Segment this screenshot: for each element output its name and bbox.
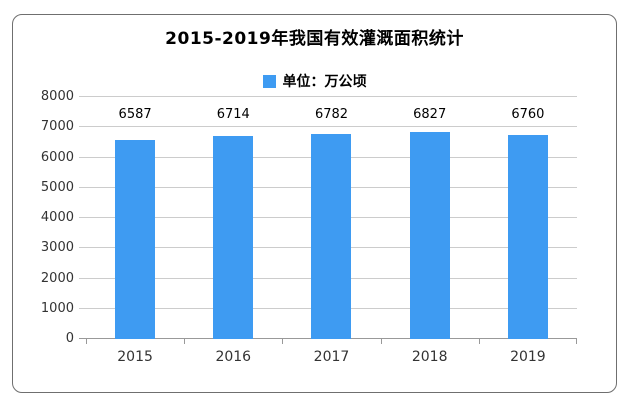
bar-slot: 6587 2015 <box>86 97 184 365</box>
legend: 单位：万公顷 <box>13 71 616 91</box>
chart-title: 2015-2019年我国有效灌溉面积统计 <box>165 29 464 49</box>
x-axis-label: 2017 <box>313 349 350 365</box>
bar <box>213 135 254 339</box>
axis-tick <box>576 339 577 344</box>
x-axis-label: 2016 <box>215 349 252 365</box>
y-axis-label: 5000 <box>40 179 74 195</box>
gridline <box>79 126 577 128</box>
bar-value-label: 6827 <box>413 107 447 122</box>
bar-slot: 6782 2017 <box>282 97 380 365</box>
axis-tick <box>86 339 87 344</box>
legend-label: 单位：万公顷 <box>282 74 367 90</box>
chart-card: 2015-2019年我国有效灌溉面积统计 单位：万公顷 0 1000 2000 300… <box>12 14 617 393</box>
y-axis-label: 1000 <box>40 300 74 316</box>
axis-tick <box>380 339 382 344</box>
bar-value-label: 6760 <box>511 107 545 122</box>
bar-value-label: 6782 <box>314 107 349 122</box>
bar-slot: 6827 2018 <box>381 97 479 365</box>
y-axis-label: 7000 <box>40 119 74 135</box>
axis-tick <box>478 339 480 344</box>
y-axis-label: 0 <box>65 331 74 346</box>
bar-value-label: 6587 <box>118 107 152 122</box>
y-axis-label: 2000 <box>40 270 74 286</box>
x-axis-label: 2015 <box>117 349 153 365</box>
y-axis-label: 4000 <box>40 210 74 225</box>
x-axis-label: 2019 <box>510 349 546 365</box>
y-axis-label: 3000 <box>40 240 74 256</box>
bar <box>409 132 450 339</box>
y-axis-label: 6000 <box>40 149 74 165</box>
axis-tick <box>184 339 186 344</box>
gridline <box>79 96 577 97</box>
bar-slot: 6760 2019 <box>479 97 577 365</box>
bar-value-label: 6714 <box>216 107 250 122</box>
plot-area: 0 1000 2000 3000 4000 5000 6000 7000 8000 6587 201… <box>41 90 577 365</box>
x-axis-label: 2018 <box>411 349 448 365</box>
axis-tick <box>282 339 284 344</box>
bar <box>311 133 352 339</box>
bar <box>115 139 156 339</box>
bar <box>507 134 548 339</box>
y-axis-label: 8000 <box>40 89 74 104</box>
legend-swatch <box>262 74 276 88</box>
bar-slot: 6714 2016 <box>184 97 282 365</box>
